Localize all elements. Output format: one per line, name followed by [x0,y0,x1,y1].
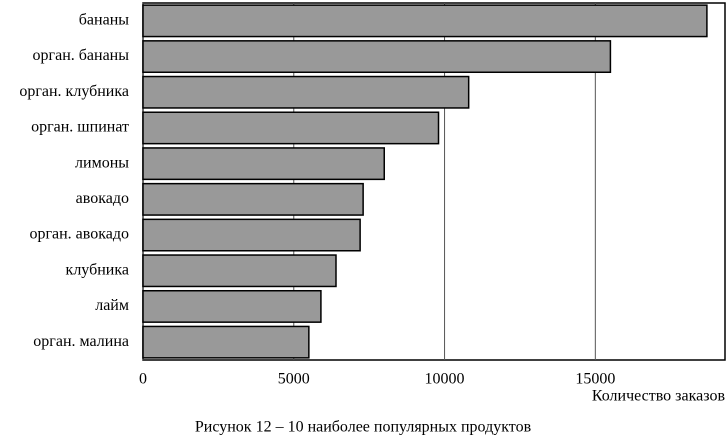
x-tick-label: 5000 [278,371,310,388]
y-tick-label: авокадо [76,190,129,207]
caption: Рисунок 12 – 10 наиболее популярных прод… [195,419,532,436]
bar [142,4,708,38]
y-tick-label: клубника [66,261,129,278]
y-tick-label: орган. бананы [33,47,130,64]
bar [142,147,385,181]
bar [142,289,322,323]
y-tick-label: орган. клубника [19,83,129,100]
bar [142,325,310,359]
y-tick-label: орган. шпинат [31,119,129,136]
y-tick-label: лайм [95,297,129,314]
y-tick-label: лимоны [75,154,129,171]
x-axis-label: Количество заказов [592,388,726,405]
y-tick-label: орган. авокадо [29,226,129,243]
bar [142,254,337,288]
x-tick-label: 10000 [425,371,465,388]
bar [142,75,470,109]
bar [142,182,364,216]
y-tick-label: орган. малина [33,333,129,350]
x-tick-label: 15000 [575,371,615,388]
bar [142,111,440,145]
y-tick-label: бананы [79,12,129,29]
bar [142,40,612,74]
x-tick-label: 0 [139,371,147,388]
bar [142,218,361,252]
